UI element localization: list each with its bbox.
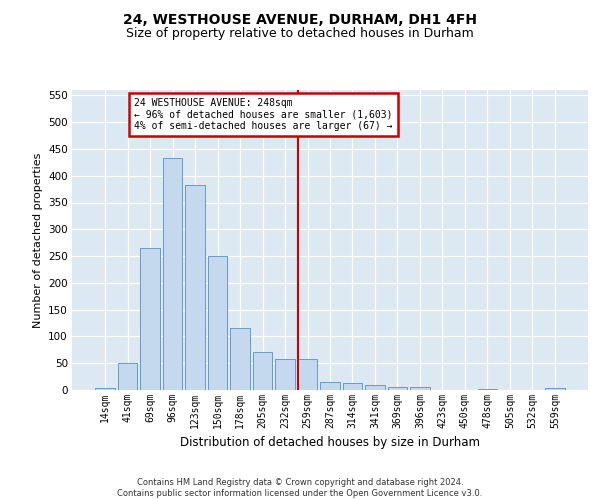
- Y-axis label: Number of detached properties: Number of detached properties: [32, 152, 43, 328]
- Bar: [388, 387, 407, 390]
- Bar: [365, 384, 385, 390]
- Bar: [140, 248, 160, 390]
- Bar: [253, 352, 272, 390]
- Text: Size of property relative to detached houses in Durham: Size of property relative to detached ho…: [126, 28, 474, 40]
- Bar: [410, 388, 430, 390]
- Bar: [230, 328, 250, 390]
- Bar: [185, 185, 205, 390]
- Bar: [320, 382, 340, 390]
- Text: 24 WESTHOUSE AVENUE: 248sqm
← 96% of detached houses are smaller (1,603)
4% of s: 24 WESTHOUSE AVENUE: 248sqm ← 96% of det…: [134, 98, 393, 131]
- Bar: [298, 359, 317, 390]
- Bar: [275, 360, 295, 390]
- Bar: [118, 362, 137, 390]
- Bar: [163, 158, 182, 390]
- X-axis label: Distribution of detached houses by size in Durham: Distribution of detached houses by size …: [180, 436, 480, 450]
- Bar: [208, 256, 227, 390]
- Bar: [478, 389, 497, 390]
- Text: 24, WESTHOUSE AVENUE, DURHAM, DH1 4FH: 24, WESTHOUSE AVENUE, DURHAM, DH1 4FH: [123, 12, 477, 26]
- Text: Contains HM Land Registry data © Crown copyright and database right 2024.
Contai: Contains HM Land Registry data © Crown c…: [118, 478, 482, 498]
- Bar: [95, 388, 115, 390]
- Bar: [343, 383, 362, 390]
- Bar: [545, 388, 565, 390]
